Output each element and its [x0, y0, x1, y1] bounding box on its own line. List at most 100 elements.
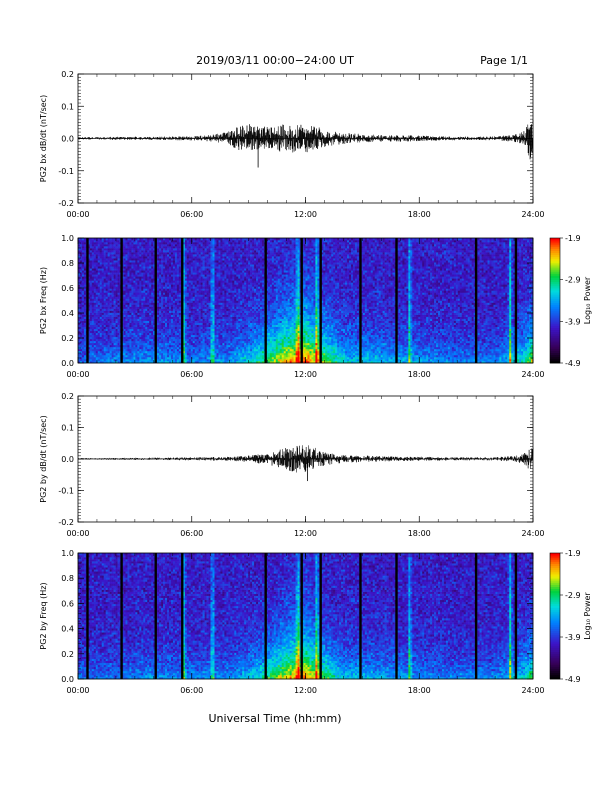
spectrogram-cell: [211, 313, 213, 315]
spectrogram-cell: [201, 309, 203, 311]
spectrogram-cell: [195, 307, 197, 309]
spectrogram-cell: [141, 242, 143, 244]
spectrogram-cell: [110, 333, 112, 335]
spectrogram-cell: [218, 294, 220, 296]
spectrogram-cell: [189, 242, 191, 244]
spectrogram-cell: [96, 242, 98, 244]
spectrogram-cell: [92, 307, 94, 309]
spectrogram-cell: [215, 288, 217, 290]
spectrogram-cell: [226, 280, 228, 282]
spectrogram-cell: [230, 331, 232, 333]
spectrogram-cell: [139, 313, 141, 315]
spectrogram-cell: [124, 333, 126, 335]
spectrogram-cell: [199, 323, 201, 325]
spectrogram-cell: [171, 256, 173, 258]
spectrogram-cell: [228, 296, 230, 298]
spectrogram-cell: [218, 256, 220, 258]
spectrogram-cell: [118, 327, 120, 329]
spectrogram-cell: [94, 298, 96, 300]
spectrogram-cell: [135, 258, 137, 260]
spectrogram-cell: [127, 292, 129, 294]
spectrogram-cell: [222, 335, 224, 337]
spectrogram-cell: [133, 258, 135, 260]
spectrogram-cell: [213, 270, 215, 272]
spectrogram-cell: [112, 325, 114, 327]
spectrogram-cell: [112, 307, 114, 309]
spectrogram-cell: [230, 355, 232, 357]
spectrogram-cell: [207, 341, 209, 343]
spectrogram-cell: [96, 309, 98, 311]
spectrogram-cell: [201, 315, 203, 317]
x-axis-label: Universal Time (hh:mm): [209, 712, 342, 725]
spectrogram-cell: [94, 301, 96, 303]
spectrogram-cell: [197, 278, 199, 280]
spectrogram-cell: [173, 254, 175, 256]
spectrogram-cell: [112, 351, 114, 353]
spectrogram-cell: [215, 321, 217, 323]
spectrogram-cell: [125, 357, 127, 359]
spectrogram-cell: [163, 260, 165, 262]
spectrogram-cell: [159, 262, 161, 264]
spectrogram-cell: [199, 284, 201, 286]
spectrogram-cell: [216, 242, 218, 244]
spectrogram-cell: [213, 345, 215, 347]
spectrogram-cell: [203, 244, 205, 246]
spectrogram-cell: [151, 270, 153, 272]
spectrogram-cell: [191, 256, 193, 258]
spectrogram-cell: [191, 337, 193, 339]
spectrogram-cell: [108, 284, 110, 286]
spectrogram-cell: [116, 309, 118, 311]
spectrogram-cell: [137, 353, 139, 355]
spectrogram-cell: [226, 290, 228, 292]
spectrogram-cell: [220, 353, 222, 355]
spectrogram-cell: [98, 359, 100, 361]
spectrogram-cell: [90, 357, 92, 359]
spectrogram-cell: [118, 345, 120, 347]
spectrogram-cell: [209, 341, 211, 343]
spectrogram-cell: [224, 282, 226, 284]
spectrogram-cell: [187, 353, 189, 355]
spectrogram-cell: [197, 355, 199, 357]
spectrogram-cell: [100, 345, 102, 347]
spectrogram-cell: [149, 254, 151, 256]
spectrogram-cell: [175, 303, 177, 305]
spectrogram-cell: [127, 341, 129, 343]
spectrogram-cell: [80, 296, 82, 298]
spectrogram-cell: [129, 357, 131, 359]
spectrogram-cell: [157, 246, 159, 248]
spectrogram-cell: [127, 347, 129, 349]
spectrogram-cell: [220, 264, 222, 266]
spectrogram-cell: [141, 307, 143, 309]
spectrogram-cell: [131, 323, 133, 325]
spectrogram-cell: [213, 250, 215, 252]
spectrogram-cell: [151, 323, 153, 325]
spectrogram-cell: [220, 240, 222, 242]
spectrogram-cell: [209, 288, 211, 290]
spectrogram-cell: [220, 311, 222, 313]
spectrogram-cell: [216, 303, 218, 305]
spectrogram-cell: [193, 242, 195, 244]
spectrogram-cell: [133, 282, 135, 284]
spectrogram-cell: [143, 311, 145, 313]
spectrogram-cell: [104, 252, 106, 254]
spectrogram-cell: [195, 250, 197, 252]
spectrogram-cell: [131, 262, 133, 264]
spectrogram-cell: [209, 270, 211, 272]
spectrogram-cell: [218, 315, 220, 317]
spectrogram-cell: [189, 307, 191, 309]
spectrogram-cell: [151, 319, 153, 321]
spectrogram-cell: [230, 319, 232, 321]
spectrogram-cell: [106, 284, 108, 286]
spectrogram-cell: [143, 280, 145, 282]
spectrogram-cell: [222, 252, 224, 254]
spectrogram-cell: [209, 272, 211, 274]
spectrogram-cell: [151, 272, 153, 274]
spectrogram-cell: [114, 298, 116, 300]
spectrogram-cell: [226, 262, 228, 264]
spectrogram-cell: [165, 309, 167, 311]
spectrogram-cell: [187, 317, 189, 319]
spectrogram-cell: [199, 343, 201, 345]
spectrogram-cell: [141, 311, 143, 313]
spectrogram-cell: [143, 353, 145, 355]
spectrogram-cell: [114, 317, 116, 319]
